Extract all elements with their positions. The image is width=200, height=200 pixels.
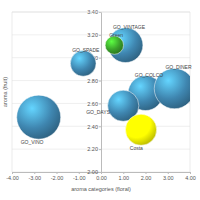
bubble-label: GO_SPADE: [72, 47, 100, 53]
y-axis: 2.002.202.402.602.803.003.203.40: [87, 9, 101, 175]
y-tick-label: 2.00: [87, 169, 98, 175]
x-tick-label: 2.00: [141, 175, 152, 181]
bubble-label: GO_VINO: [21, 139, 44, 145]
x-tick: 4.00: [185, 172, 196, 181]
y-tick-mark: [99, 81, 101, 82]
x-tick-label: 1.00: [118, 175, 129, 181]
x-axis-title: aroma categories (floral): [71, 186, 131, 192]
x-tick: -1.00: [73, 172, 86, 181]
bubble-label: GO_DAYS: [86, 109, 110, 115]
x-tick-label: -1.00: [73, 175, 86, 181]
bubble: [17, 95, 61, 139]
x-tick-mark: [146, 172, 147, 174]
x-tick-mark: [57, 172, 58, 174]
y-tick-mark: [99, 35, 101, 36]
y-tick: 2.00: [87, 169, 101, 175]
x-axis: -4.00 -3.00 -2.00 -1.00 0.00 1.00 2.00 3.00 4.00: [6, 172, 196, 181]
x-tick: -4.00: [6, 172, 19, 181]
grid-line: [12, 12, 190, 13]
x-tick-label: -4.00: [6, 175, 19, 181]
x-tick-mark: [34, 172, 35, 174]
x-tick: -2.00: [51, 172, 64, 181]
bubble: [70, 51, 96, 77]
y-tick-label: 2.60: [87, 101, 98, 107]
y-tick-label: 2.40: [87, 124, 98, 130]
x-tick-mark: [168, 172, 169, 174]
x-tick-label: -3.00: [28, 175, 41, 181]
x-tick-label: 3.00: [163, 175, 174, 181]
x-tick-label: 0.00: [96, 175, 107, 181]
x-tick-mark: [123, 172, 124, 174]
y-tick-mark: [99, 126, 101, 127]
bubbles: [17, 28, 190, 146]
x-tick: 2.00: [141, 172, 152, 181]
x-tick: 3.00: [163, 172, 174, 181]
x-tick-label: -2.00: [51, 175, 64, 181]
bubble-label: Green: [109, 32, 123, 38]
y-tick-label: 2.80: [87, 78, 98, 84]
chart: -4.00 -3.00 -2.00 -1.00 0.00 1.00 2.00 3.00 4.00…: [0, 0, 200, 200]
y-tick: 2.60: [87, 101, 101, 107]
bubble-labels: GO_VINOGO_SPADEGO_VINTAGEGreenGO_COLCOGO…: [21, 24, 192, 152]
bubble: [105, 36, 123, 54]
x-tick-mark: [12, 172, 13, 174]
x-tick-mark: [190, 172, 191, 174]
y-tick-mark: [99, 149, 101, 150]
y-tick: 2.40: [87, 124, 101, 130]
y-axis-title: aroma (fruit): [2, 77, 8, 107]
bubble-label: GO_COLCO: [135, 72, 163, 78]
plot-frame: [12, 12, 13, 172]
y-tick: 2.20: [87, 146, 101, 152]
y-tick-label: 3.20: [87, 32, 98, 38]
x-tick: -3.00: [28, 172, 41, 181]
y-tick: 2.80: [87, 78, 101, 84]
y-tick-mark: [99, 172, 101, 173]
plot-frame: [12, 12, 190, 13]
y-tick-mark: [99, 103, 101, 104]
x-tick: 1.00: [118, 172, 129, 181]
bubble-label: Costa: [130, 145, 143, 151]
bubble: [125, 114, 156, 145]
bubble-label: GO_DINER: [165, 64, 192, 70]
x-tick-label: 4.00: [185, 175, 196, 181]
x-tick-mark: [79, 172, 80, 174]
bubble-label: GO_VINTAGE: [113, 24, 146, 30]
y-tick: 3.20: [87, 32, 101, 38]
y-tick-mark: [99, 58, 101, 59]
y-axis-line: [99, 13, 102, 173]
y-tick-label: 2.20: [87, 146, 98, 152]
